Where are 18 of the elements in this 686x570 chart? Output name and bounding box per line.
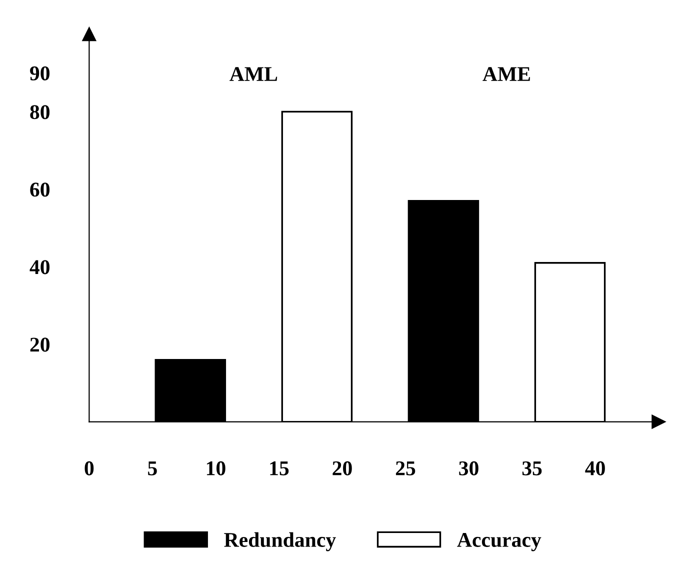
x-tick-label: 35: [522, 461, 542, 476]
x-tick-label: 40: [585, 461, 605, 476]
y-tick-label: 80: [30, 105, 50, 120]
y-tick-label: 40: [30, 260, 50, 274]
legend-label: Redundancy: [224, 532, 336, 552]
annotation: AME: [482, 67, 530, 81]
x-tick-label: 20: [332, 461, 352, 476]
x-tick-label: 10: [206, 461, 226, 476]
x-tick-label: 30: [459, 461, 478, 476]
y-tick-label: 60: [30, 182, 50, 197]
y-tick-label: 20: [30, 338, 50, 352]
annotation: AML: [230, 67, 278, 81]
x-tick-label: 5: [148, 462, 157, 476]
x-tick-label: 25: [396, 461, 416, 476]
legend-label: Accuracy: [457, 533, 542, 552]
x-tick-label: 15: [270, 461, 289, 476]
x-tick-label: 0: [84, 461, 94, 476]
y-tick-label: 90: [30, 66, 50, 80]
